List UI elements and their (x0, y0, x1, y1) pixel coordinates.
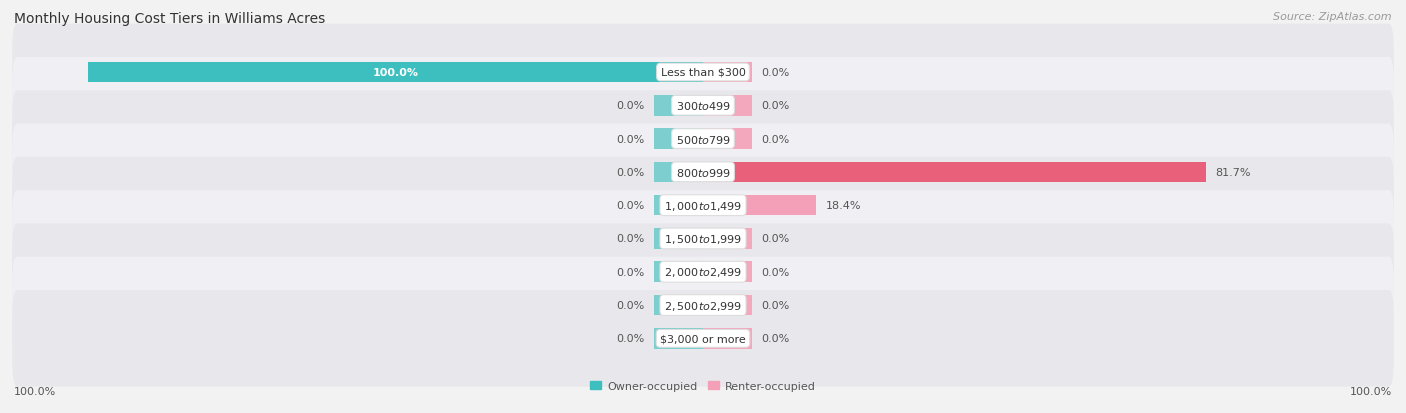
Text: 100.0%: 100.0% (373, 68, 419, 78)
Legend: Owner-occupied, Renter-occupied: Owner-occupied, Renter-occupied (586, 377, 820, 396)
Text: $1,000 to $1,499: $1,000 to $1,499 (664, 199, 742, 212)
Bar (654, 228, 703, 249)
Text: 0.0%: 0.0% (616, 300, 644, 310)
Text: 0.0%: 0.0% (616, 334, 644, 344)
FancyBboxPatch shape (13, 157, 1393, 254)
Bar (654, 328, 703, 349)
FancyBboxPatch shape (13, 290, 1393, 387)
Bar (703, 228, 752, 249)
Text: $800 to $999: $800 to $999 (675, 166, 731, 178)
Bar (703, 262, 752, 282)
FancyBboxPatch shape (13, 91, 1393, 188)
Text: 0.0%: 0.0% (616, 234, 644, 244)
Text: Less than $300: Less than $300 (661, 68, 745, 78)
Text: 100.0%: 100.0% (14, 387, 56, 396)
Text: $3,000 or more: $3,000 or more (661, 334, 745, 344)
Text: 81.7%: 81.7% (1215, 167, 1250, 178)
Text: 0.0%: 0.0% (762, 300, 790, 310)
Bar (654, 129, 703, 150)
FancyBboxPatch shape (13, 224, 1393, 320)
Text: 0.0%: 0.0% (616, 134, 644, 144)
Text: 100.0%: 100.0% (1350, 387, 1392, 396)
Text: 18.4%: 18.4% (825, 201, 860, 211)
FancyBboxPatch shape (13, 257, 1393, 354)
FancyBboxPatch shape (13, 58, 1393, 154)
Text: Source: ZipAtlas.com: Source: ZipAtlas.com (1274, 12, 1392, 22)
Bar (703, 328, 752, 349)
Text: 0.0%: 0.0% (762, 334, 790, 344)
Text: $2,000 to $2,499: $2,000 to $2,499 (664, 266, 742, 279)
Text: 0.0%: 0.0% (762, 101, 790, 111)
Text: 0.0%: 0.0% (616, 201, 644, 211)
Text: Monthly Housing Cost Tiers in Williams Acres: Monthly Housing Cost Tiers in Williams A… (14, 12, 325, 26)
Text: 0.0%: 0.0% (616, 167, 644, 178)
Text: 0.0%: 0.0% (616, 267, 644, 277)
Text: $2,500 to $2,999: $2,500 to $2,999 (664, 299, 742, 312)
Bar (703, 195, 815, 216)
Bar (703, 129, 752, 150)
Text: 0.0%: 0.0% (762, 267, 790, 277)
Bar (654, 162, 703, 183)
Bar (703, 62, 752, 83)
Bar (703, 295, 752, 316)
Bar (703, 96, 752, 116)
Text: 0.0%: 0.0% (762, 234, 790, 244)
Text: 0.0%: 0.0% (616, 101, 644, 111)
FancyBboxPatch shape (13, 124, 1393, 221)
Text: 0.0%: 0.0% (762, 134, 790, 144)
Text: $500 to $799: $500 to $799 (675, 133, 731, 145)
Text: 0.0%: 0.0% (762, 68, 790, 78)
Bar (654, 262, 703, 282)
Bar (654, 295, 703, 316)
FancyBboxPatch shape (13, 25, 1393, 121)
Bar (654, 195, 703, 216)
Text: $1,500 to $1,999: $1,500 to $1,999 (664, 233, 742, 245)
Bar (654, 96, 703, 116)
FancyBboxPatch shape (13, 191, 1393, 287)
Text: $300 to $499: $300 to $499 (675, 100, 731, 112)
Bar (703, 162, 1205, 183)
Bar (87, 62, 703, 83)
